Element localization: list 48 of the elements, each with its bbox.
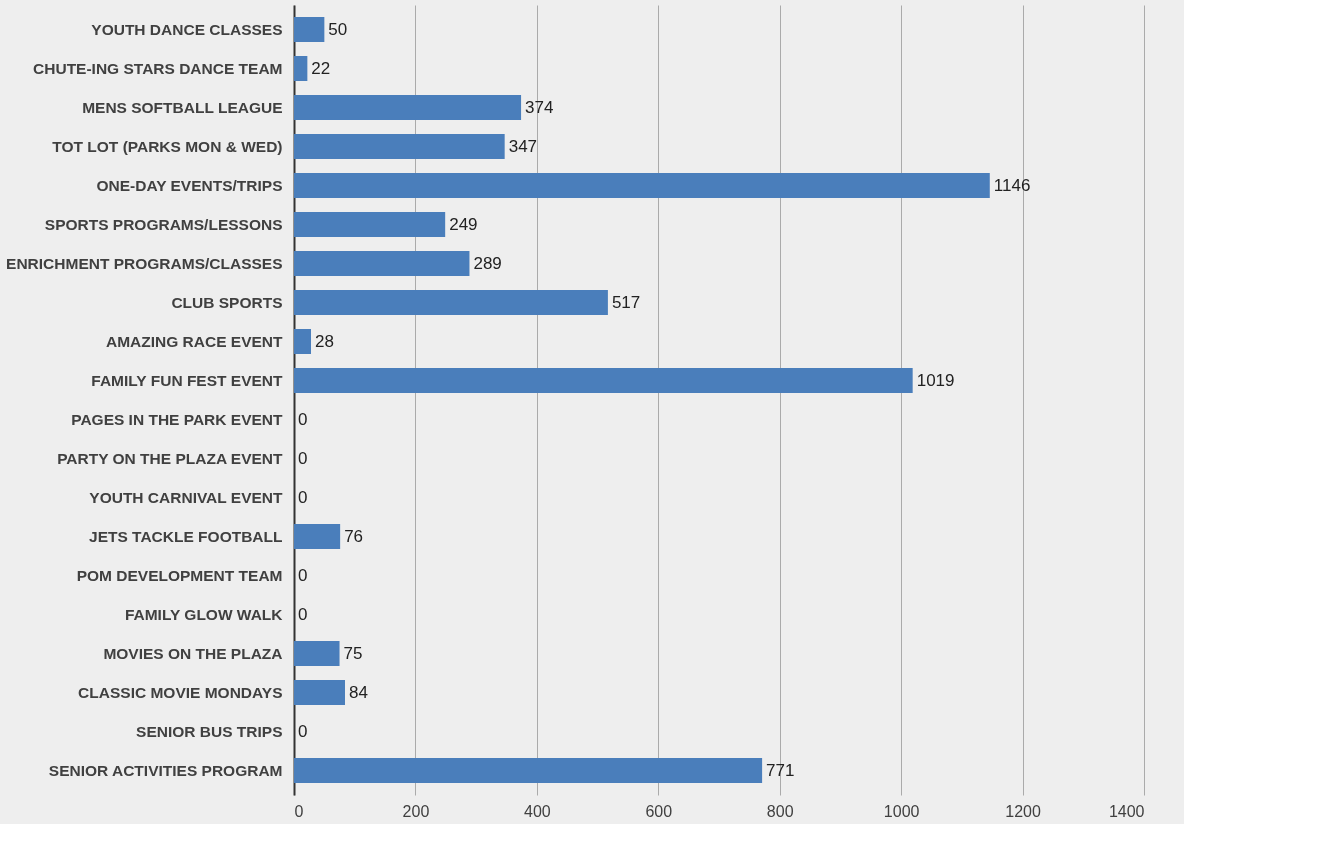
x-tick-label: 0	[294, 802, 304, 820]
x-tick-label: 600	[645, 802, 673, 820]
y-tick-label: YOUTH DANCE CLASSES	[91, 21, 283, 38]
data-label: 22	[311, 58, 331, 78]
y-tick-label: SENIOR ACTIVITIES PROGRAM	[48, 762, 283, 779]
data-label: 75	[343, 643, 363, 663]
data-label: 517	[611, 292, 641, 312]
data-label: 76	[344, 526, 364, 546]
y-tick-label: FAMILY FUN FEST EVENT	[91, 372, 284, 389]
data-label: 771	[766, 760, 795, 780]
x-tick-label: 400	[524, 802, 551, 820]
y-tick-label: TOT LOT (PARKS MON & WED)	[52, 138, 283, 155]
y-tick-label: FAMILY GLOW WALK	[124, 606, 284, 623]
y-tick-label: ENRICHMENT PROGRAMS/CLASSES	[6, 255, 283, 272]
data-label: 0	[298, 448, 308, 468]
x-tick-label: 200	[402, 802, 430, 820]
y-tick-label: PAGES IN THE PARK EVENT	[71, 411, 284, 428]
x-tick-label: 1000	[883, 802, 920, 820]
y-tick-label: ONE-DAY EVENTS/TRIPS	[96, 177, 283, 194]
data-label: 1146	[993, 175, 1031, 195]
y-tick-label: AMAZING RACE EVENT	[105, 333, 284, 350]
x-tick-label: 1200	[1005, 802, 1041, 820]
y-tick-label: PARTY ON THE PLAZA EVENT	[57, 450, 284, 467]
x-tick-label: 1400	[1108, 802, 1145, 820]
y-tick-label: SENIOR BUS TRIPS	[136, 723, 283, 740]
data-label: 0	[298, 604, 308, 624]
data-label: 1019	[916, 370, 955, 390]
data-label: 0	[298, 487, 308, 507]
y-tick-label: CLASSIC MOVIE MONDAYS	[78, 684, 283, 701]
y-tick-label: MENS SOFTBALL LEAGUE	[82, 99, 283, 116]
y-tick-label: SPORTS PROGRAMS/LESSONS	[44, 216, 283, 233]
data-label: 347	[508, 136, 538, 156]
y-tick-label: CHUTE-ING STARS DANCE TEAM	[33, 60, 283, 77]
y-tick-label: CLUB SPORTS	[171, 294, 283, 311]
data-label: 374	[525, 97, 554, 117]
data-label: 0	[298, 721, 308, 741]
data-label: 289	[473, 253, 502, 273]
y-tick-label: POM DEVELOPMENT TEAM	[76, 567, 283, 584]
x-tick-label: 800	[766, 802, 794, 820]
y-tick-label: JETS TACKLE FOOTBALL	[89, 528, 283, 545]
data-label: 249	[449, 214, 478, 234]
data-label: 0	[298, 565, 308, 585]
data-label: 50	[328, 19, 348, 39]
data-label: 0	[298, 409, 308, 429]
data-label: 28	[315, 331, 334, 351]
y-tick-label: YOUTH CARNIVAL EVENT	[89, 489, 284, 506]
data-label: 84	[349, 682, 368, 702]
y-tick-label: MOVIES ON THE PLAZA	[103, 645, 283, 662]
